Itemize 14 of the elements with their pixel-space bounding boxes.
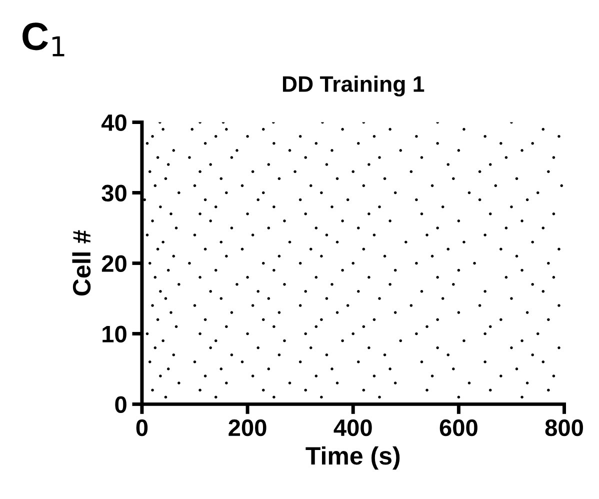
text: C$_{1}$ [22, 22, 64, 56]
x-axis-title: Time (s) [306, 446, 400, 470]
y-axis-title: Cell # [72, 230, 91, 296]
y-tick-label: 20 [102, 255, 126, 272]
x-tick-label: 200 [228, 419, 266, 436]
y-tick-label: 10 [102, 326, 126, 342]
x-tick-label: 600 [440, 419, 478, 436]
y-tick-label: 0 [115, 396, 126, 413]
y-tick-label: 40 [101, 114, 126, 132]
chart-title: DD Training 1 [282, 76, 424, 96]
x-tick-label: 800 [545, 419, 583, 436]
y-tick-label: 30 [102, 184, 126, 202]
x-tick-label: 400 [334, 419, 372, 436]
x-tick-label: 0 [136, 419, 148, 436]
